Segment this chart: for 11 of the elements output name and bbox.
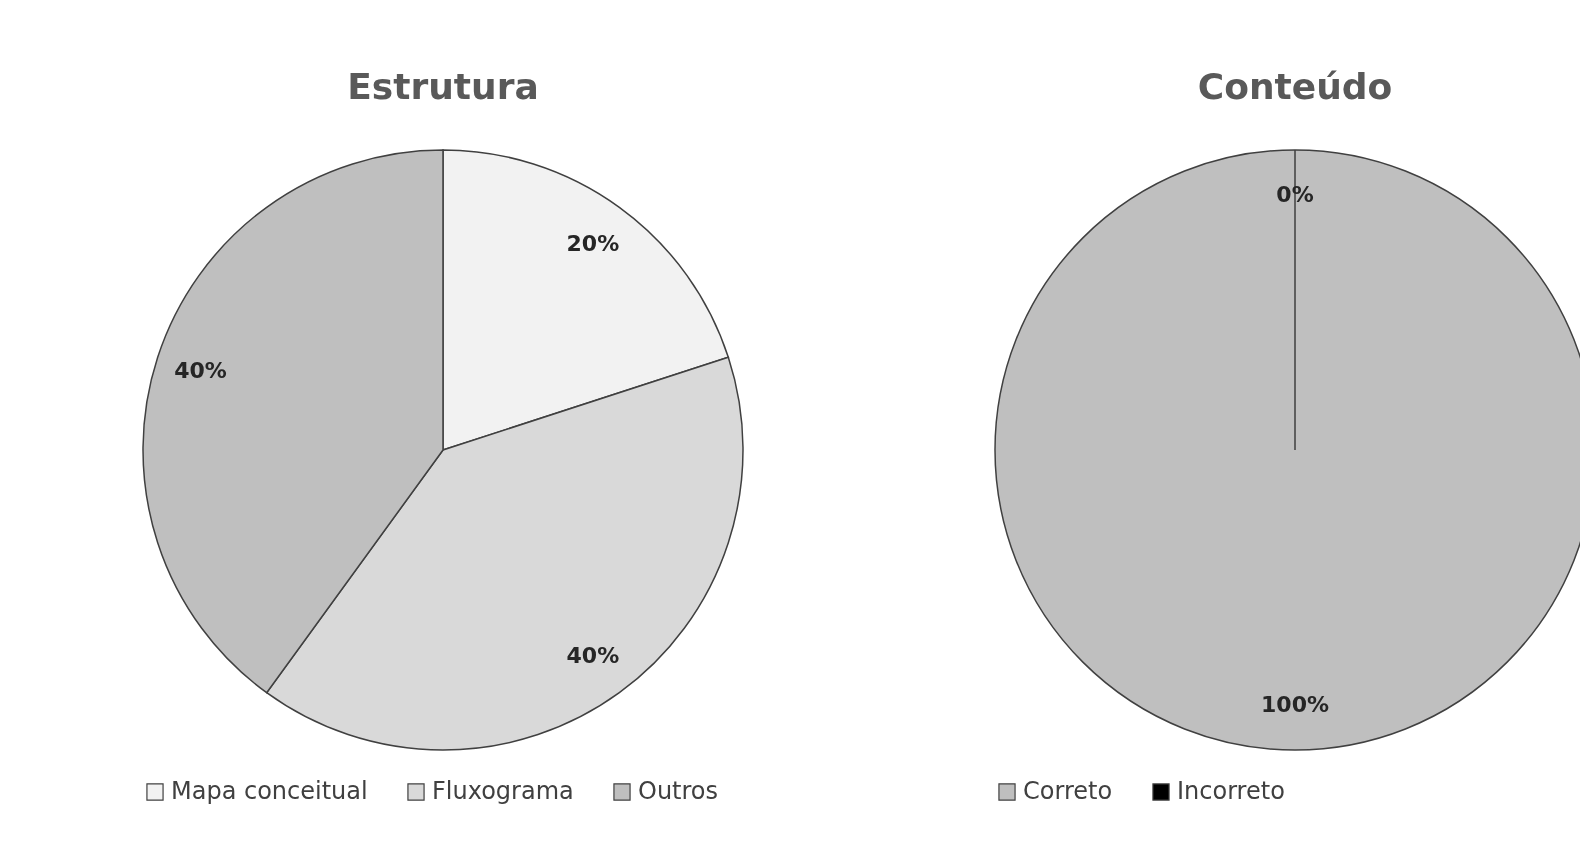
legend-label: Fluxograma	[432, 777, 574, 805]
chart-title: Estrutura	[347, 66, 539, 107]
legend-label: Outros	[638, 777, 719, 805]
legend-label: Incorreto	[1177, 777, 1285, 805]
legend-label: Correto	[1023, 777, 1113, 805]
data-label: 20%	[566, 230, 620, 256]
data-label: 100%	[1261, 692, 1329, 717]
data-label: 40%	[566, 643, 620, 669]
legend-label: Mapa conceitual	[171, 777, 368, 805]
data-label: 40%	[174, 358, 227, 384]
chart-title: Conteúdo	[1197, 66, 1393, 107]
